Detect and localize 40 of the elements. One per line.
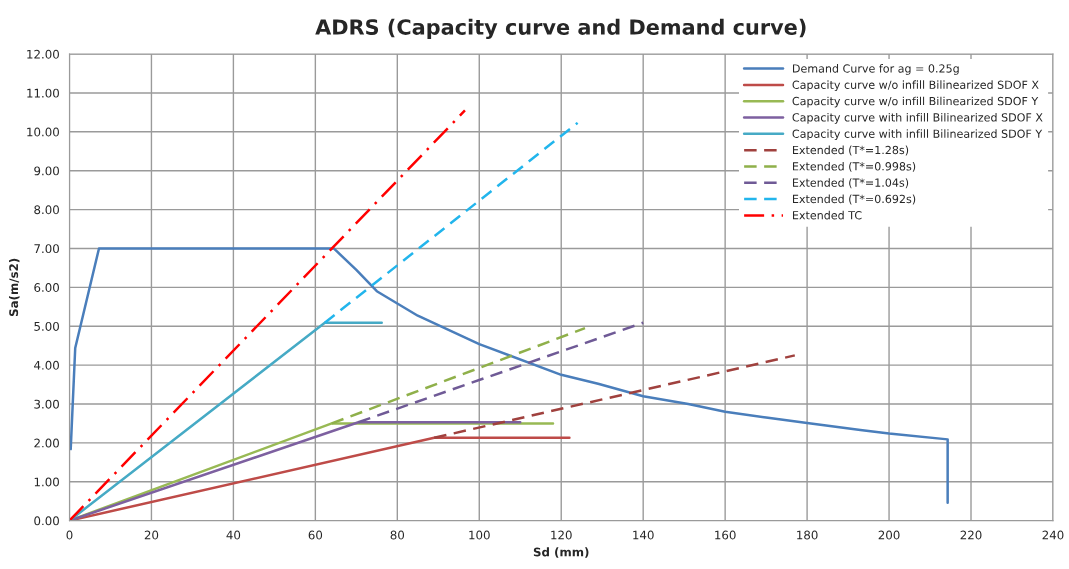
y-tick-label: 4.00 <box>34 360 59 370</box>
y-tick-label: 7.00 <box>34 244 59 254</box>
y-tick-label: 5.00 <box>34 321 59 331</box>
legend-label: Extended (T*=0.692s) <box>793 194 916 205</box>
x-tick-label: 80 <box>390 530 405 540</box>
legend-label: Capacity curve with infill Bilinearized SDOF Y <box>792 129 1043 141</box>
y-tick-label: 11.00 <box>27 88 59 98</box>
x-tick-label: 140 <box>633 530 654 540</box>
y-tick-label: 8.00 <box>34 205 59 215</box>
x-tick-label: 200 <box>878 530 900 540</box>
y-tick-label: 3.00 <box>34 399 59 409</box>
legend-label: Extended (T*=1.28s) <box>793 145 909 156</box>
y-tick-label: 0.00 <box>34 516 59 526</box>
legend-label: Extended (T*=1.04s) <box>793 178 909 189</box>
x-tick-label: 20 <box>144 530 159 540</box>
y-tick-label: 6.00 <box>34 283 59 292</box>
line-series <box>69 247 949 504</box>
x-tick-label: 160 <box>715 530 736 540</box>
legend-label: Extended TC <box>793 210 862 220</box>
x-tick-label: 0 <box>66 530 73 540</box>
y-tick-label: 9.00 <box>34 166 59 176</box>
x-tick-label: 100 <box>469 530 490 540</box>
legend-label: Demand Curve for ag = 0.25g <box>793 64 959 75</box>
chart-title: ADRS (Capacity curve and Demand curve) <box>315 18 806 40</box>
y-tick-label: 10.00 <box>27 127 59 137</box>
x-tick-label: 220 <box>960 530 982 540</box>
y-tick-label: 1.00 <box>34 477 59 487</box>
x-tick-label: 60 <box>308 530 323 540</box>
legend-label: Capacity curve w/o infill Bilinearized SDOF Y <box>792 96 1039 108</box>
legend-label: Capacity curve with infill Bilinearized SDOF X <box>792 112 1043 124</box>
x-tick-label: 180 <box>797 530 818 540</box>
x-tick-label: 120 <box>551 530 572 540</box>
y-axis-title: Sa(m/s2) <box>9 258 20 317</box>
x-axis-title: Sd (mm) <box>533 547 589 558</box>
y-tick-label: 2.00 <box>34 438 59 448</box>
y-tick-label: 12.00 <box>27 49 59 59</box>
legend-label: Capacity curve w/o infill Bilinearized SDOF X <box>792 80 1039 92</box>
x-tick-label: 40 <box>226 530 241 540</box>
x-tick-label: 240 <box>1042 530 1064 540</box>
legend-label: Extended (T*=0.998s) <box>793 161 916 172</box>
